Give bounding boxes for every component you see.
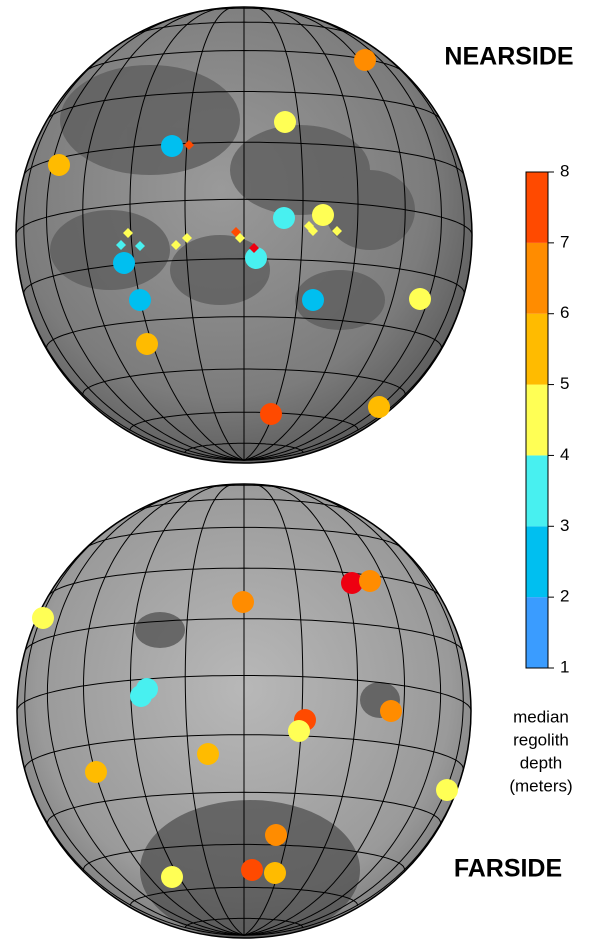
site-circle xyxy=(32,607,54,629)
colorbar-band xyxy=(526,597,548,668)
site-circle xyxy=(197,743,219,765)
colorbar-band xyxy=(526,455,548,526)
site-circle xyxy=(129,289,151,311)
colorbar-tick-label: 3 xyxy=(560,516,569,535)
site-circle xyxy=(260,403,282,425)
site-circle xyxy=(436,779,458,801)
site-circle xyxy=(312,204,334,226)
site-circle xyxy=(241,859,263,881)
site-circle xyxy=(264,862,286,884)
site-circle xyxy=(136,678,158,700)
site-circle xyxy=(161,866,183,888)
site-circle xyxy=(288,720,310,742)
site-circle xyxy=(136,333,158,355)
colorbar-tick-label: 5 xyxy=(560,374,569,393)
map-label: FARSIDE xyxy=(454,855,562,883)
colorbar-band xyxy=(526,526,548,597)
site-circle xyxy=(265,824,287,846)
figure: NEARSIDE FARSIDE 1 2 3 4 5 6 7 8 median regolith d… xyxy=(0,0,608,939)
site-circle xyxy=(85,761,107,783)
colorbar-band xyxy=(526,243,548,314)
colorbar-tick-label: 4 xyxy=(560,445,569,464)
colorbar-tick-label: 2 xyxy=(560,587,569,606)
site-circle xyxy=(302,289,324,311)
site-circle xyxy=(359,570,381,592)
colorbar-tick-label: 8 xyxy=(560,161,569,180)
colorbar-label: depth xyxy=(520,753,563,772)
colorbar-tick-label: 6 xyxy=(560,303,569,322)
colorbar-tick-label: 1 xyxy=(560,657,569,676)
site-circle xyxy=(354,49,376,71)
colorbar-band xyxy=(526,385,548,456)
colorbar-band xyxy=(526,172,548,243)
colorbar-label: (meters) xyxy=(509,776,572,795)
site-circle xyxy=(274,111,296,133)
site-circle xyxy=(113,252,135,274)
site-circle xyxy=(232,591,254,613)
map-label: NEARSIDE xyxy=(444,43,573,71)
colorbar-label: median xyxy=(513,707,569,726)
site-circle xyxy=(161,135,183,157)
site-circle xyxy=(48,154,70,176)
colorbar-band xyxy=(526,314,548,385)
site-circle xyxy=(368,396,390,418)
colorbar-tick-label: 7 xyxy=(560,232,569,251)
site-circle xyxy=(273,207,295,229)
site-circle xyxy=(380,700,402,722)
site-circle xyxy=(409,288,431,310)
colorbar-label: regolith xyxy=(513,730,569,749)
